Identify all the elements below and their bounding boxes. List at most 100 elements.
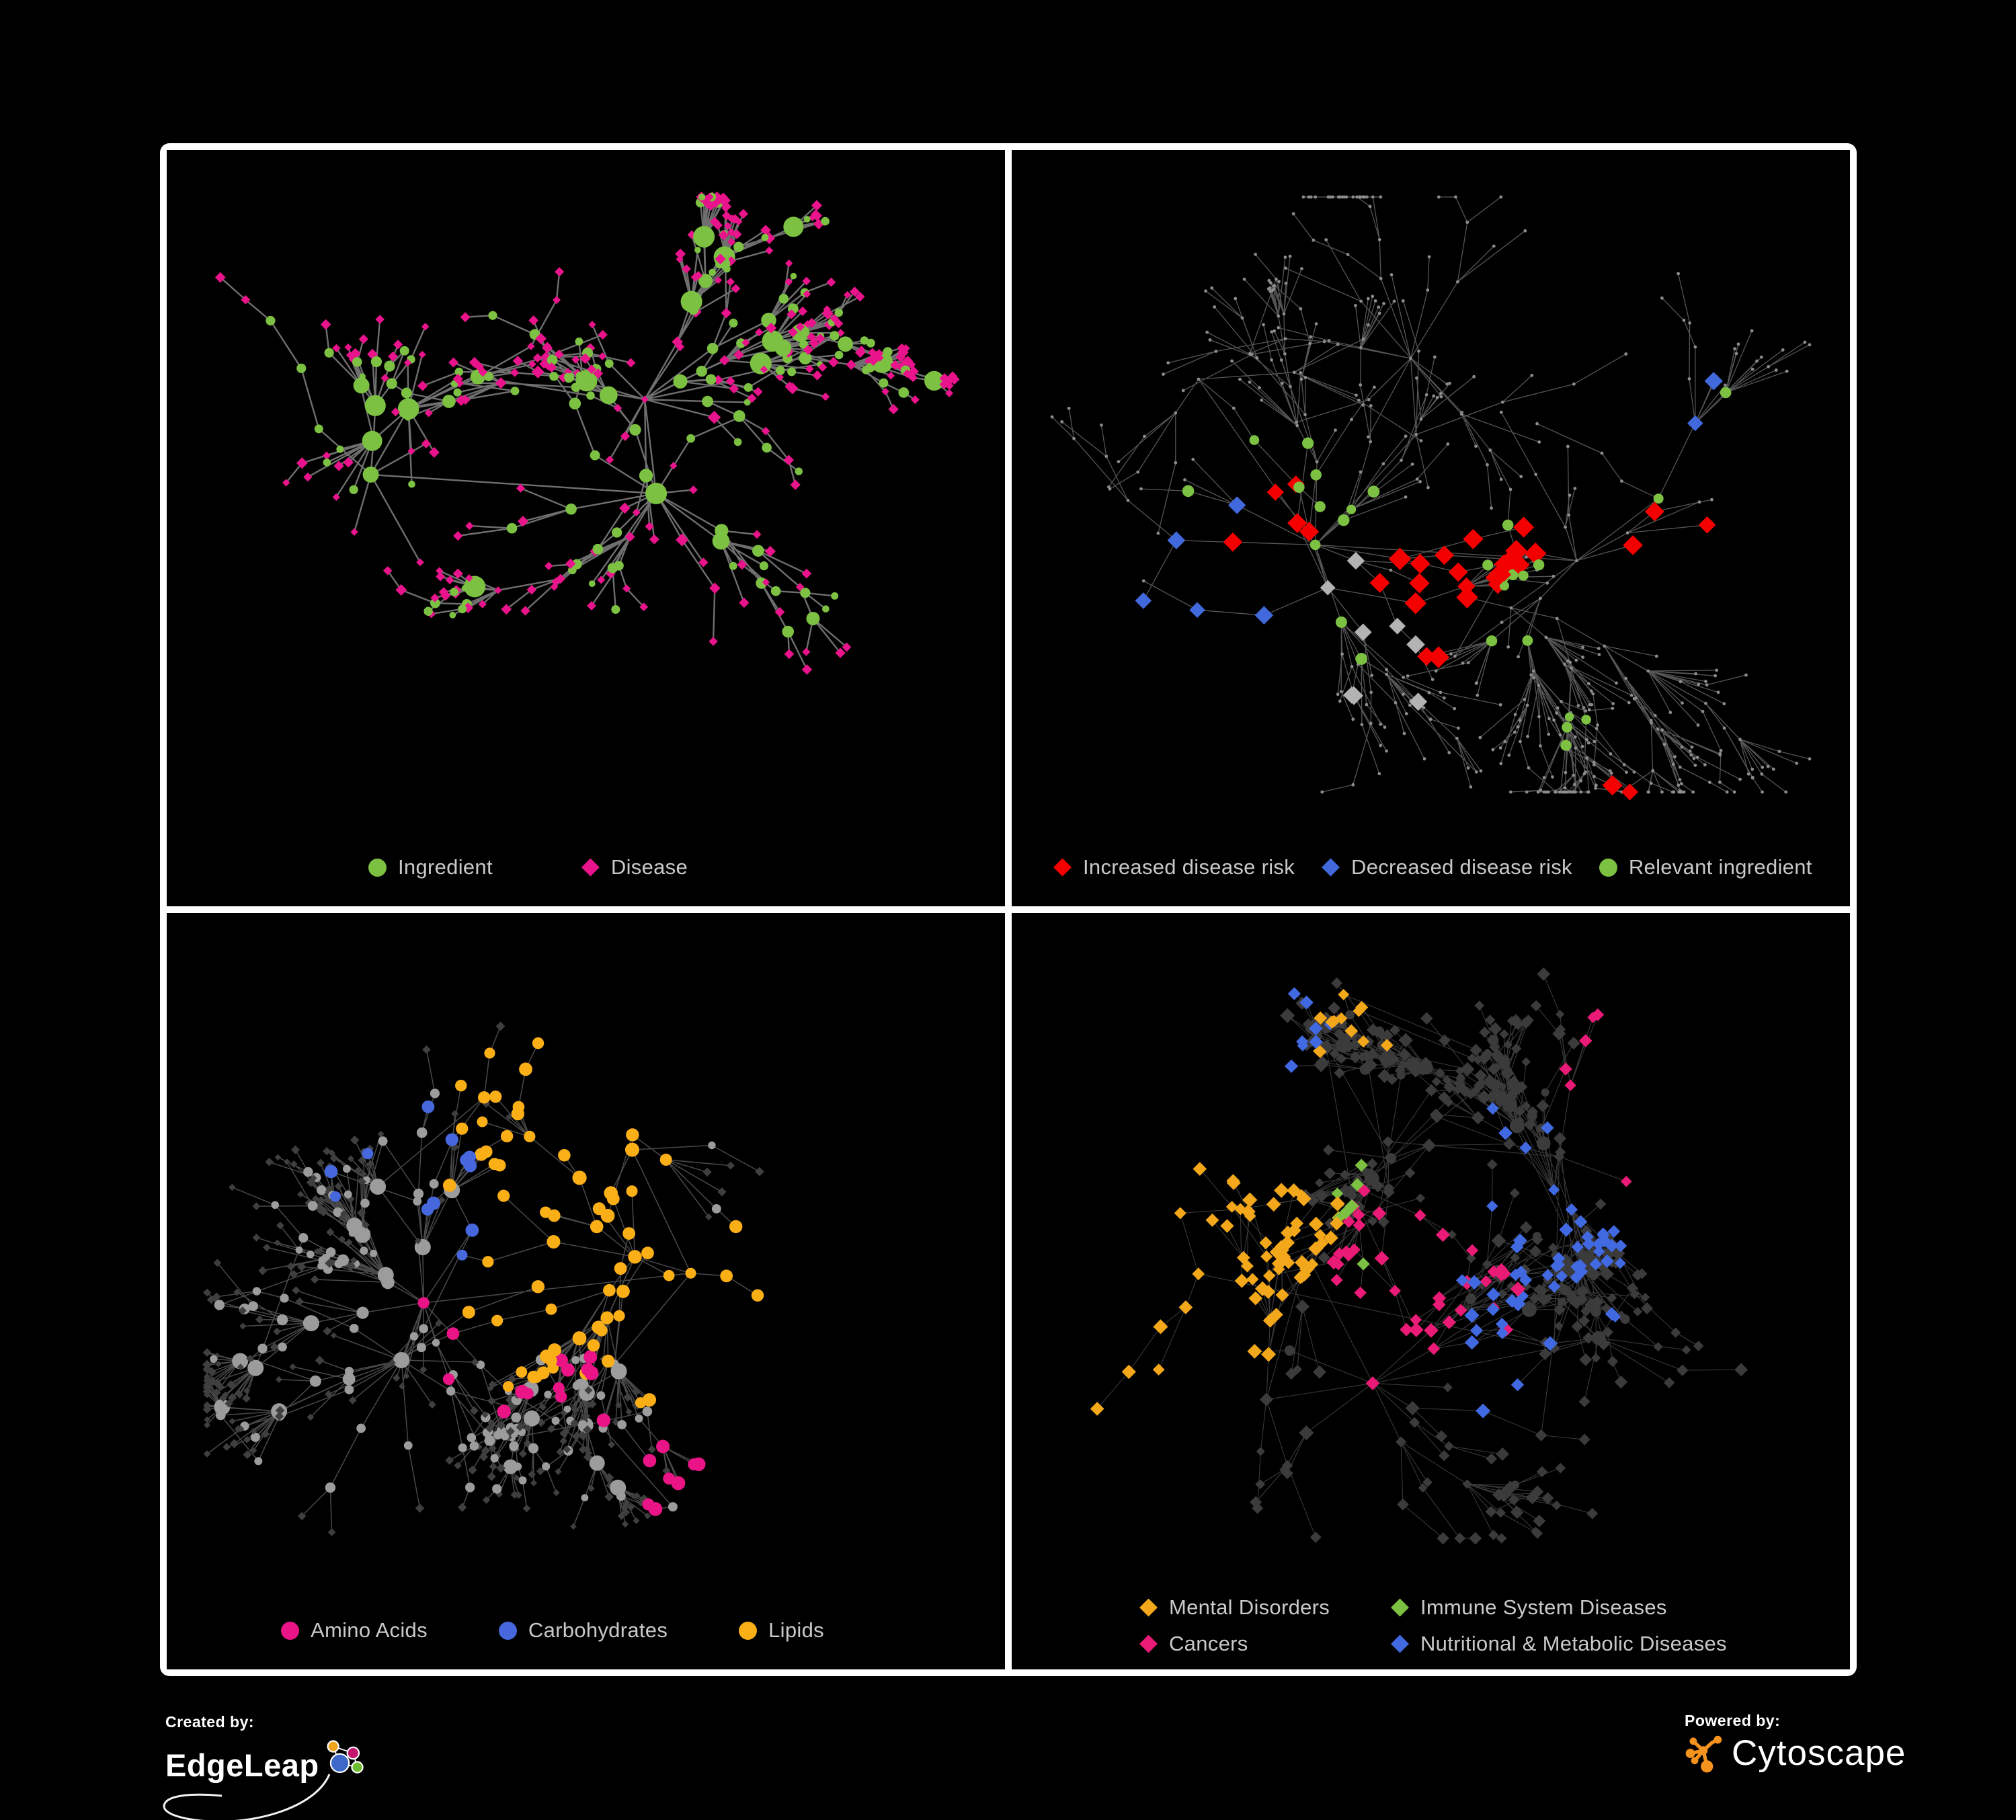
network-node: [1426, 288, 1430, 292]
network-node: [578, 1431, 588, 1441]
network-node: [409, 1332, 419, 1341]
network-node: [1654, 654, 1658, 658]
network-node: [1611, 702, 1615, 705]
network-node: [1415, 1065, 1426, 1075]
network-node: [1299, 1425, 1314, 1441]
network-node: [419, 1324, 429, 1334]
network-node: [237, 1425, 245, 1433]
network-node: [1513, 516, 1535, 538]
network-node: [325, 1185, 333, 1192]
network-node: [1326, 195, 1330, 199]
network-node: [462, 1306, 475, 1319]
network-node: [489, 1462, 497, 1471]
network-node: [682, 264, 691, 274]
network-node: [587, 364, 597, 374]
network-node: [1307, 195, 1311, 199]
network-node: [1507, 1080, 1518, 1091]
network-node: [1290, 1216, 1304, 1230]
network-node: [647, 1445, 656, 1454]
network-node: [227, 1380, 235, 1389]
network-node: [1519, 1273, 1533, 1287]
network-node: [1249, 435, 1260, 445]
network-node: [1510, 1296, 1526, 1312]
network-node: [465, 1223, 479, 1237]
network-node: [675, 248, 686, 260]
network-node: [1703, 763, 1707, 766]
network-node: [370, 356, 382, 368]
network-node: [1313, 1045, 1324, 1057]
network-node: [1480, 1275, 1492, 1288]
network-node: [1567, 513, 1571, 517]
network-node: [812, 370, 823, 381]
network-node: [1736, 342, 1740, 346]
network-node: [1446, 442, 1450, 446]
network-node: [399, 346, 409, 356]
network-node: [214, 1360, 222, 1368]
network-node: [1524, 542, 1547, 565]
network-node: [592, 1320, 605, 1334]
network-node: [590, 1220, 604, 1234]
network-node: [1688, 321, 1692, 325]
network-node: [1586, 741, 1590, 745]
network-node: [1249, 1496, 1262, 1509]
network-node: [1308, 342, 1312, 346]
network-node: [370, 1179, 387, 1195]
legend-item-mental-disorders: Mental Disorders: [1139, 1595, 1391, 1620]
network-node: [393, 340, 403, 350]
network-node: [656, 1439, 670, 1454]
network-node: [702, 395, 713, 407]
network-node: [1361, 1050, 1373, 1062]
network-node: [1422, 706, 1426, 709]
legend-item-increased-disease-risk: Increased disease risk: [1053, 855, 1295, 879]
network-panel-disease-classes: Mental Disorders Immune System Diseases Ca…: [1012, 913, 1850, 1669]
network-node: [1273, 284, 1277, 288]
network-node: [1555, 1146, 1566, 1158]
network-node: [583, 1445, 592, 1454]
legend-label: Disease: [610, 855, 688, 879]
network-node: [346, 351, 354, 359]
network-node: [487, 1419, 495, 1427]
network-node: [1582, 706, 1586, 710]
network-node: [254, 1457, 263, 1466]
network-node: [490, 1454, 499, 1463]
network-node: [460, 312, 471, 323]
network-node: [1400, 459, 1403, 462]
network-node: [1344, 1024, 1359, 1038]
network-node: [553, 1382, 565, 1394]
network-node: [382, 1363, 390, 1370]
network-node: [1653, 1342, 1663, 1352]
network-node: [643, 1454, 657, 1468]
network-node: [1406, 635, 1425, 654]
network-node: [1361, 338, 1365, 341]
network-node: [1523, 1015, 1534, 1026]
network-node: [570, 1419, 579, 1428]
network-node: [1496, 1327, 1508, 1339]
network-node: [1767, 365, 1771, 368]
network-node: [726, 278, 735, 286]
network-node: [611, 605, 620, 614]
network-node: [1808, 757, 1812, 761]
network-node: [774, 340, 792, 356]
network-node: [1523, 698, 1527, 701]
network-node: [354, 1166, 363, 1175]
network-node: [377, 1130, 385, 1138]
network-node: [346, 1238, 353, 1246]
network-node: [1556, 706, 1560, 710]
network-node: [778, 294, 789, 304]
network-node: [709, 582, 721, 594]
network-node: [1379, 195, 1383, 199]
network-node: [1746, 772, 1750, 776]
network-node: [1297, 1257, 1309, 1269]
network-node: [1357, 399, 1361, 402]
network-node: [378, 1136, 388, 1146]
network-node: [1297, 1039, 1309, 1052]
network-node: [392, 1374, 401, 1382]
network-node: [407, 447, 415, 455]
network-node: [559, 1437, 567, 1446]
network-node: [596, 1413, 611, 1427]
network-node: [461, 584, 469, 592]
network-node: [635, 1414, 643, 1423]
network-node: [1259, 1392, 1274, 1407]
legend-label: Ingredient: [398, 855, 493, 879]
network-node: [1519, 1221, 1533, 1234]
